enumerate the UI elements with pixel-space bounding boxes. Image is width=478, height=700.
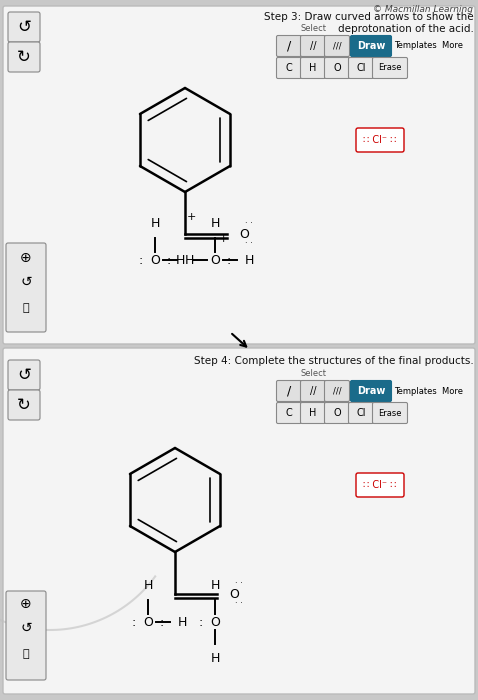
FancyBboxPatch shape bbox=[276, 36, 302, 57]
Text: /: / bbox=[287, 384, 291, 398]
Text: · ·: · · bbox=[245, 239, 253, 248]
Text: ∷ Cl⁻ ∷: ∷ Cl⁻ ∷ bbox=[363, 480, 397, 490]
FancyBboxPatch shape bbox=[8, 390, 40, 420]
FancyBboxPatch shape bbox=[325, 381, 349, 402]
Text: ∷ Cl⁻ ∷: ∷ Cl⁻ ∷ bbox=[363, 135, 397, 145]
Text: O: O bbox=[210, 253, 220, 267]
FancyBboxPatch shape bbox=[372, 57, 408, 78]
FancyBboxPatch shape bbox=[8, 42, 40, 72]
Text: ⊕: ⊕ bbox=[20, 251, 32, 265]
FancyBboxPatch shape bbox=[356, 473, 404, 497]
Text: 🔍: 🔍 bbox=[22, 649, 29, 659]
Text: O: O bbox=[210, 615, 220, 629]
FancyBboxPatch shape bbox=[276, 402, 302, 423]
Text: +: + bbox=[186, 212, 196, 222]
FancyBboxPatch shape bbox=[350, 381, 391, 402]
Text: ↺: ↺ bbox=[20, 275, 32, 289]
FancyBboxPatch shape bbox=[356, 128, 404, 152]
Text: · ·: · · bbox=[235, 580, 243, 589]
Text: Erase: Erase bbox=[378, 409, 402, 417]
Text: ↺: ↺ bbox=[17, 18, 31, 36]
Text: · ·: · · bbox=[235, 599, 243, 608]
FancyBboxPatch shape bbox=[3, 348, 475, 694]
Text: H: H bbox=[309, 408, 317, 418]
Text: Step 3: Draw curved arrows to show the: Step 3: Draw curved arrows to show the bbox=[264, 12, 474, 22]
FancyBboxPatch shape bbox=[8, 12, 40, 42]
Text: H: H bbox=[178, 615, 187, 629]
FancyBboxPatch shape bbox=[276, 57, 302, 78]
Text: H: H bbox=[185, 253, 195, 267]
Text: ↻: ↻ bbox=[17, 396, 31, 414]
Text: deprotonation of the acid.: deprotonation of the acid. bbox=[338, 24, 474, 34]
FancyBboxPatch shape bbox=[6, 243, 46, 332]
FancyBboxPatch shape bbox=[8, 360, 40, 390]
Text: O: O bbox=[333, 63, 341, 73]
Text: +: + bbox=[218, 234, 228, 244]
Text: H: H bbox=[150, 217, 160, 230]
Text: Step 4: Complete the structures of the final products.: Step 4: Complete the structures of the f… bbox=[194, 356, 474, 366]
Text: :: : bbox=[139, 253, 143, 267]
Text: H: H bbox=[210, 217, 220, 230]
Text: Select: Select bbox=[301, 369, 327, 378]
Text: © Macmillan Learning: © Macmillan Learning bbox=[373, 5, 473, 14]
FancyBboxPatch shape bbox=[348, 402, 373, 423]
Text: //: // bbox=[310, 41, 316, 51]
Text: Erase: Erase bbox=[378, 64, 402, 73]
Text: :: : bbox=[167, 253, 171, 267]
Text: Templates  More: Templates More bbox=[394, 386, 463, 395]
Text: H: H bbox=[143, 579, 152, 592]
FancyBboxPatch shape bbox=[301, 57, 326, 78]
FancyBboxPatch shape bbox=[325, 57, 349, 78]
FancyBboxPatch shape bbox=[301, 381, 326, 402]
Text: Cl: Cl bbox=[356, 408, 366, 418]
Text: ///: /// bbox=[333, 386, 341, 395]
Text: :: : bbox=[132, 615, 136, 629]
Text: Draw: Draw bbox=[357, 386, 385, 396]
Text: O: O bbox=[150, 253, 160, 267]
Text: ↺: ↺ bbox=[20, 621, 32, 635]
Text: H: H bbox=[245, 253, 254, 267]
Text: H: H bbox=[175, 253, 185, 267]
FancyBboxPatch shape bbox=[301, 36, 326, 57]
Text: :: : bbox=[160, 615, 164, 629]
Text: C: C bbox=[286, 408, 293, 418]
Text: C: C bbox=[286, 63, 293, 73]
Text: 🔍: 🔍 bbox=[22, 303, 29, 313]
Text: //: // bbox=[310, 386, 316, 396]
Text: /: / bbox=[287, 39, 291, 52]
FancyBboxPatch shape bbox=[350, 36, 391, 57]
Text: H: H bbox=[210, 652, 220, 665]
Text: O: O bbox=[333, 408, 341, 418]
FancyBboxPatch shape bbox=[276, 381, 302, 402]
FancyBboxPatch shape bbox=[325, 36, 349, 57]
FancyBboxPatch shape bbox=[3, 6, 475, 344]
Text: H: H bbox=[309, 63, 317, 73]
Text: ↺: ↺ bbox=[17, 366, 31, 384]
Text: Templates  More: Templates More bbox=[394, 41, 463, 50]
Text: ⊕: ⊕ bbox=[20, 597, 32, 611]
Text: ///: /// bbox=[333, 41, 341, 50]
Text: O: O bbox=[143, 615, 153, 629]
Text: :: : bbox=[199, 615, 203, 629]
Text: · ·: · · bbox=[245, 220, 253, 228]
FancyBboxPatch shape bbox=[325, 402, 349, 423]
FancyBboxPatch shape bbox=[301, 402, 326, 423]
Text: ↻: ↻ bbox=[17, 48, 31, 66]
Text: Cl: Cl bbox=[356, 63, 366, 73]
FancyBboxPatch shape bbox=[372, 402, 408, 423]
Text: :: : bbox=[227, 253, 231, 267]
Text: Draw: Draw bbox=[357, 41, 385, 51]
FancyBboxPatch shape bbox=[6, 591, 46, 680]
Text: O: O bbox=[239, 228, 249, 241]
Text: H: H bbox=[210, 579, 220, 592]
Text: Select: Select bbox=[301, 24, 327, 33]
Text: O: O bbox=[229, 587, 239, 601]
FancyBboxPatch shape bbox=[348, 57, 373, 78]
